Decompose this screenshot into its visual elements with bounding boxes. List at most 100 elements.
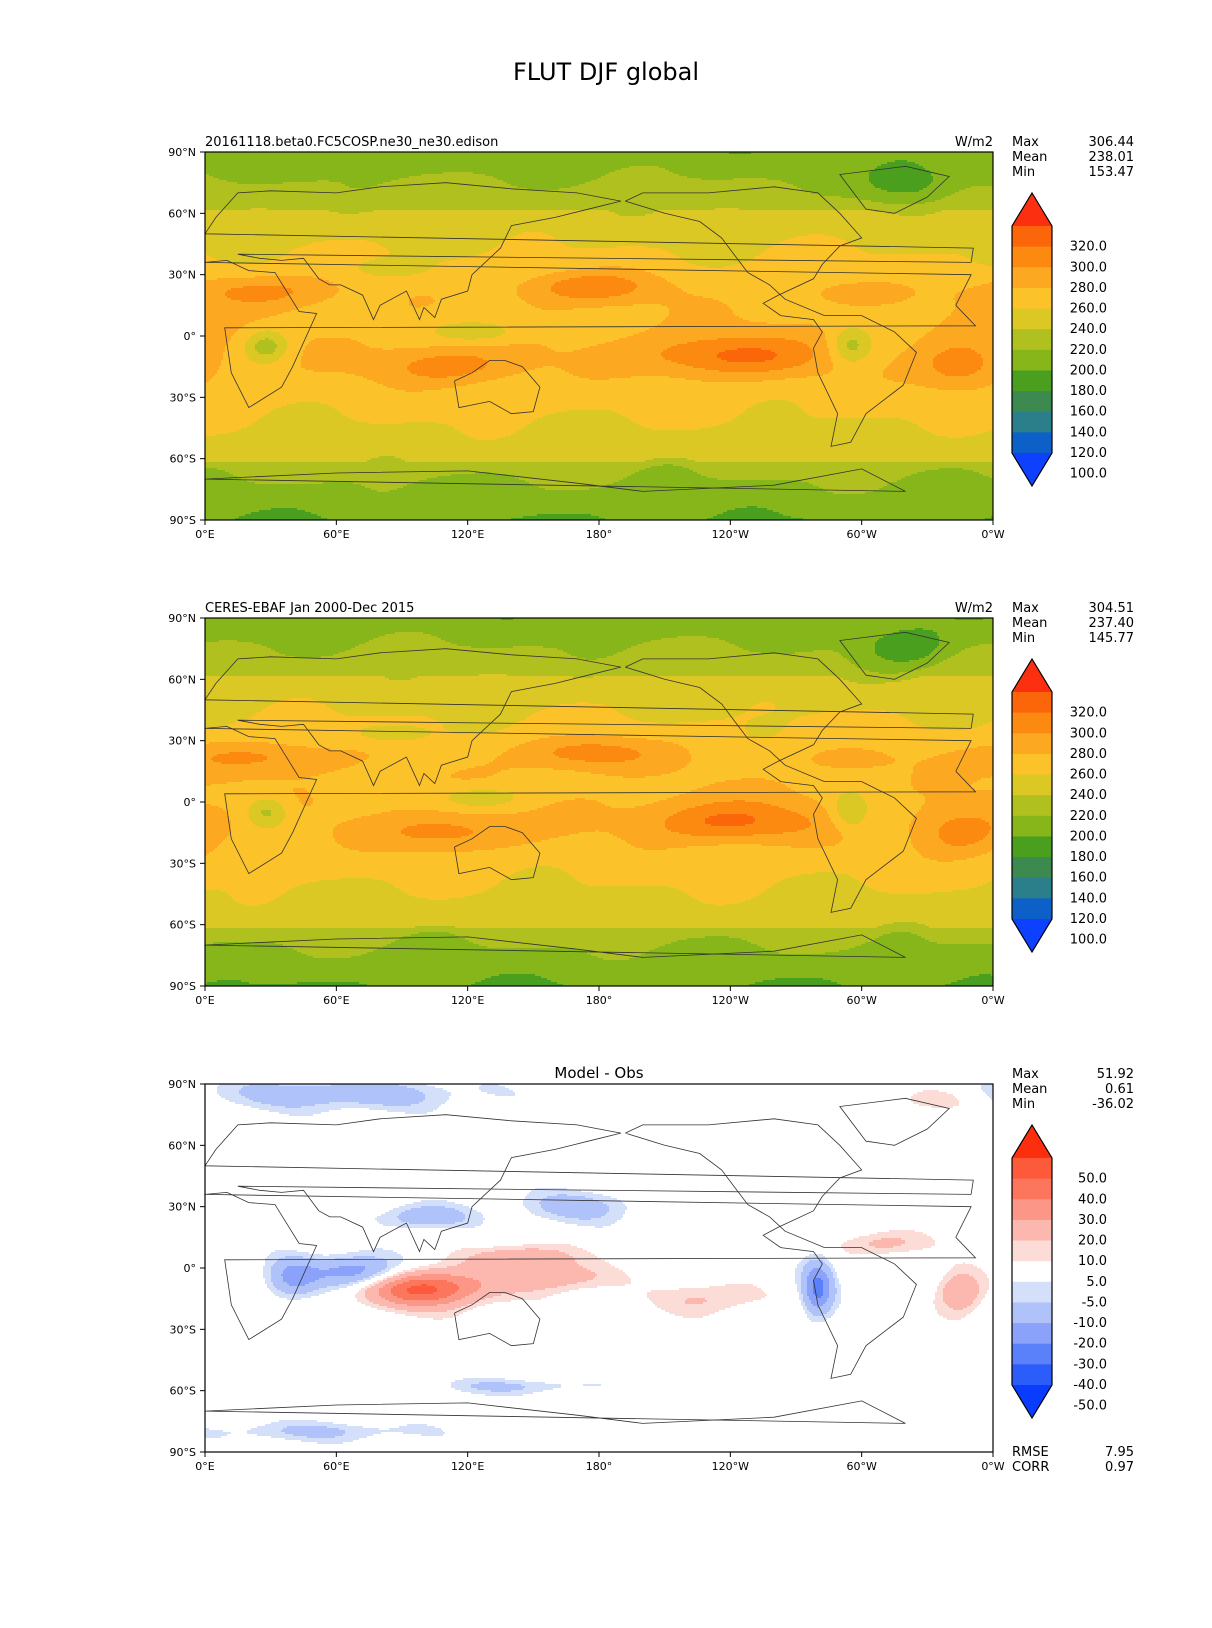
y-tick-label: 60°N [168, 1139, 196, 1152]
colorbar-tick-label: 280.0 [1070, 747, 1107, 762]
y-tick-label: 0° [184, 330, 197, 343]
stat-label: Mean [1012, 1082, 1047, 1097]
colorbar-segment [1012, 1178, 1052, 1200]
stat-label: Min [1012, 631, 1035, 646]
coastline [454, 360, 541, 415]
colorbar-extend-min [1012, 919, 1052, 952]
y-tick-label: 30°S [170, 391, 196, 404]
y-tick-label: 90°S [170, 1446, 196, 1459]
coastline [454, 1292, 541, 1347]
colorbar-extend-min [1012, 453, 1052, 486]
y-tick-label: 30°S [170, 1323, 196, 1336]
y-tick-label: 30°S [170, 857, 196, 870]
stat-value: 51.92 [1097, 1067, 1134, 1082]
coastline [205, 1191, 977, 1341]
contour-field [205, 1084, 993, 1452]
colorbar-segment [1012, 1323, 1052, 1345]
x-tick-label: 0°W [981, 994, 1004, 1007]
panel-left-title: CERES-EBAF Jan 2000-Dec 2015 [205, 601, 414, 616]
colorbar-segment [1012, 898, 1052, 920]
colorbar-tick-label: 140.0 [1070, 425, 1107, 440]
panel-title: Model - Obs [554, 1064, 643, 1082]
colorbar-segment [1012, 1343, 1052, 1365]
x-tick-label: 120°E [451, 994, 484, 1007]
colorbar-segment [1012, 1261, 1052, 1283]
panel-units: W/m2 [955, 135, 993, 150]
colorbar-segment [1012, 267, 1052, 289]
colorbar-segment [1012, 1199, 1052, 1221]
coastline [839, 165, 951, 214]
colorbar-tick-label: 200.0 [1070, 363, 1107, 378]
metric-label: RMSE [1012, 1445, 1049, 1460]
colorbar-tick-label: 180.0 [1070, 384, 1107, 399]
colorbar-tick-label: 300.0 [1070, 726, 1107, 741]
colorbar-segment [1012, 836, 1052, 858]
colorbar-tick-label: 260.0 [1070, 302, 1107, 317]
colorbar: 50.0 40.0 30.0 20.0 10.0 5.0 -5.0 -10.0 -20.0 -30… [1011, 1123, 1107, 1420]
colorbar-tick-label: 160.0 [1070, 871, 1107, 886]
colorbar-segment [1012, 246, 1052, 268]
colorbar-segment [1012, 733, 1052, 755]
figure-title: FLUT DJF global [512, 58, 700, 86]
x-tick-label: 180° [586, 528, 613, 541]
coastline [625, 1118, 917, 1379]
colorbar-tick-label: 240.0 [1070, 788, 1107, 803]
colorbar-tick-label: 260.0 [1070, 768, 1107, 783]
stat-value: 306.44 [1089, 135, 1135, 150]
colorbar-tick-label: -20.0 [1073, 1337, 1107, 1352]
colorbar-tick-label: 220.0 [1070, 809, 1107, 824]
coastline [205, 934, 906, 958]
colorbar-segment [1012, 692, 1052, 714]
x-tick-label: 60°W [846, 1460, 876, 1473]
colorbar-tick-label: -50.0 [1073, 1399, 1107, 1414]
colorbar-tick-label: 200.0 [1070, 829, 1107, 844]
coastline [454, 826, 541, 881]
colorbar-outline [1011, 1123, 1053, 1420]
metric-value: 0.97 [1105, 1460, 1134, 1475]
colorbar-tick-label: 300.0 [1070, 260, 1107, 275]
y-tick-label: 0° [184, 1262, 197, 1275]
stat-value: 145.77 [1089, 631, 1135, 646]
colorbar-segment [1012, 432, 1052, 454]
panel-left-title: 20161118.beta0.FC5COSP.ne30_ne30.edison [205, 135, 498, 150]
colorbar-tick-label: 30.0 [1078, 1213, 1107, 1228]
colorbar-segment [1012, 1364, 1052, 1386]
stat-label: Min [1012, 1097, 1035, 1112]
colorbar-segment [1012, 1240, 1052, 1262]
colorbar-tick-label: -30.0 [1073, 1357, 1107, 1372]
y-tick-label: 90°S [170, 514, 196, 527]
colorbar-segment [1012, 308, 1052, 330]
colorbar-tick-label: 100.0 [1070, 467, 1107, 482]
colorbar-tick-label: 40.0 [1078, 1192, 1107, 1207]
y-tick-label: 60°N [168, 207, 196, 220]
colorbar-segment [1012, 795, 1052, 817]
coastline [205, 468, 906, 492]
coastline [839, 1097, 951, 1146]
y-tick-label: 60°S [170, 919, 196, 932]
map-panel: 0°E 60°E 120°E 180° 120°W 60°W 0°W 90°N 60°N 30°N… [168, 135, 1134, 541]
colorbar-tick-label: 320.0 [1070, 240, 1107, 255]
colorbar-segment [1012, 1281, 1052, 1303]
colorbar-segment [1012, 753, 1052, 776]
colorbar-tick-label: 140.0 [1070, 891, 1107, 906]
colorbar-tick-label: 220.0 [1070, 343, 1107, 358]
colorbar-segment [1012, 349, 1052, 371]
colorbar-tick-label: -10.0 [1073, 1316, 1107, 1331]
colorbar-outline [1011, 191, 1053, 488]
colorbar-outline [1011, 657, 1053, 954]
x-tick-label: 60°W [846, 528, 876, 541]
colorbar-extend-max [1012, 193, 1052, 226]
colorbar-segment [1012, 712, 1052, 734]
colorbar-tick-label: 160.0 [1070, 405, 1107, 420]
coastline [205, 259, 977, 409]
colorbar-segment [1012, 1302, 1052, 1324]
colorbar-tick-label: 50.0 [1078, 1172, 1107, 1187]
y-tick-label: 30°N [168, 1201, 196, 1214]
y-tick-label: 90°S [170, 980, 196, 993]
colorbar-segment [1012, 857, 1052, 879]
colorbar-segment [1012, 287, 1052, 310]
contour-field [205, 618, 993, 986]
stat-label: Min [1012, 165, 1035, 180]
x-tick-label: 0°E [195, 528, 214, 541]
